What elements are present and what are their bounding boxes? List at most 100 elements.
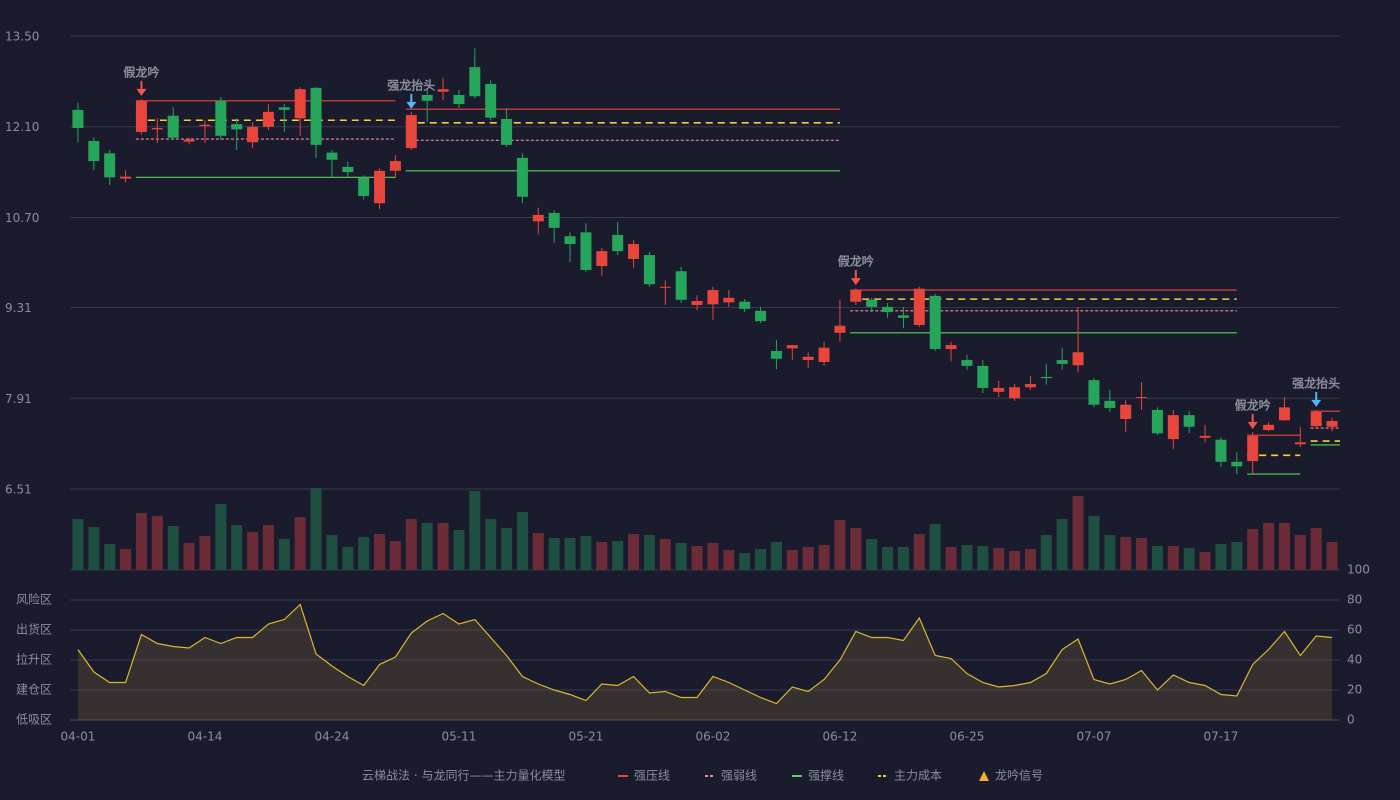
volume-bar bbox=[1120, 537, 1132, 570]
volume-bar bbox=[961, 545, 973, 570]
volume-bar bbox=[866, 539, 878, 570]
candle-body bbox=[120, 176, 132, 179]
volume-bar bbox=[453, 530, 465, 570]
volume-bar bbox=[675, 543, 687, 570]
volume-bar bbox=[1278, 523, 1290, 570]
candle-body bbox=[104, 153, 116, 178]
x-tick-label: 04-01 bbox=[61, 730, 96, 744]
volume-bar bbox=[818, 545, 830, 570]
candle-body bbox=[977, 365, 989, 388]
volume-bar bbox=[786, 550, 798, 570]
y-tick-label: 13.50 bbox=[5, 30, 39, 44]
y-tick-label: 6.51 bbox=[5, 483, 32, 497]
volume-bar bbox=[501, 528, 513, 570]
volume-bar bbox=[739, 553, 751, 570]
volume-bar bbox=[151, 516, 163, 570]
candle-body bbox=[850, 290, 862, 302]
candle-body bbox=[691, 301, 703, 305]
candle-body bbox=[723, 297, 735, 303]
candle-body bbox=[929, 295, 941, 350]
volume-bar bbox=[929, 524, 941, 570]
y2-tick-label: 40 bbox=[1347, 653, 1362, 667]
legend-label: 强压线 bbox=[634, 769, 670, 783]
signal-arrow-head bbox=[850, 278, 861, 286]
volume-bar bbox=[707, 543, 719, 570]
candle-body bbox=[659, 286, 671, 288]
zone-label: 拉升区 bbox=[16, 652, 52, 667]
signal-label: 强龙抬头 bbox=[387, 77, 435, 92]
y2-tick-label: 20 bbox=[1347, 683, 1362, 697]
candle-body bbox=[278, 107, 290, 110]
candle-body bbox=[72, 109, 84, 129]
volume-bar bbox=[628, 534, 640, 570]
volume-bar bbox=[977, 546, 989, 570]
volume-bar bbox=[358, 537, 370, 570]
volume-bar bbox=[1167, 546, 1179, 570]
volume-bar bbox=[1151, 546, 1163, 570]
signal-arrow-head bbox=[136, 88, 147, 96]
candle-body bbox=[564, 236, 576, 245]
legend-label: 主力成本 bbox=[894, 769, 942, 783]
candle-body bbox=[199, 124, 211, 127]
candle-body bbox=[421, 94, 433, 101]
volume-bar bbox=[469, 491, 481, 570]
volume-bar bbox=[1263, 523, 1275, 570]
volume-bar bbox=[659, 539, 671, 570]
candle-body bbox=[1215, 439, 1227, 462]
volume-bar bbox=[405, 519, 417, 570]
candle-body bbox=[374, 170, 386, 204]
candle-body bbox=[548, 212, 560, 228]
candle-body bbox=[231, 124, 243, 130]
candle-body bbox=[802, 356, 814, 361]
volume-bar bbox=[231, 525, 243, 570]
candle-body bbox=[1294, 442, 1306, 445]
volume-bar bbox=[993, 548, 1005, 570]
legend-label: 强撑线 bbox=[808, 768, 844, 783]
volume-bar bbox=[596, 542, 608, 570]
volume-bar bbox=[850, 528, 862, 570]
volume-bar bbox=[135, 513, 147, 570]
volume-bar bbox=[389, 541, 401, 570]
candle-body bbox=[1072, 352, 1084, 366]
candle-body bbox=[1326, 420, 1338, 427]
volume-bar bbox=[167, 526, 179, 570]
candle-body bbox=[1040, 376, 1052, 379]
volume-bar bbox=[1136, 538, 1148, 570]
volume-bar bbox=[580, 536, 592, 570]
volume-bar bbox=[437, 523, 449, 570]
candle-body bbox=[770, 350, 782, 359]
zone-label: 出货区 bbox=[16, 622, 52, 637]
y2-tick-label: 80 bbox=[1347, 593, 1362, 607]
candle-body bbox=[834, 325, 846, 333]
candle-body bbox=[342, 166, 354, 173]
candle-body bbox=[1024, 384, 1036, 388]
zone-label: 建仓区 bbox=[16, 683, 52, 697]
candle-body bbox=[818, 347, 830, 362]
volume-bar bbox=[374, 534, 386, 570]
candle-body bbox=[262, 111, 274, 127]
candle-body bbox=[1120, 404, 1132, 420]
volume-bar bbox=[945, 547, 957, 570]
indicator-area bbox=[77, 604, 1333, 720]
candle-body bbox=[453, 94, 465, 105]
candle-body bbox=[310, 87, 322, 145]
candle-body bbox=[1183, 415, 1195, 427]
volume-bar bbox=[342, 547, 354, 570]
candle-body bbox=[1278, 407, 1290, 421]
candle-body bbox=[88, 140, 100, 162]
y2-tick-label: 60 bbox=[1347, 623, 1362, 637]
candle-body bbox=[1247, 435, 1259, 462]
candle-body bbox=[532, 214, 544, 222]
volume-bar bbox=[1247, 529, 1259, 570]
volume-bar bbox=[643, 535, 655, 570]
candle-body bbox=[961, 360, 973, 366]
volume-bar bbox=[88, 527, 100, 570]
y-tick-label: 9.31 bbox=[5, 301, 32, 315]
volume-bar bbox=[1231, 542, 1243, 570]
candle-body bbox=[945, 345, 957, 350]
candle-body bbox=[755, 310, 767, 322]
legend-label: 龙吟信号 bbox=[995, 768, 1043, 783]
volume-bar bbox=[1056, 519, 1068, 570]
zone-label: 低吸区 bbox=[16, 713, 52, 727]
candle-body bbox=[580, 232, 592, 270]
